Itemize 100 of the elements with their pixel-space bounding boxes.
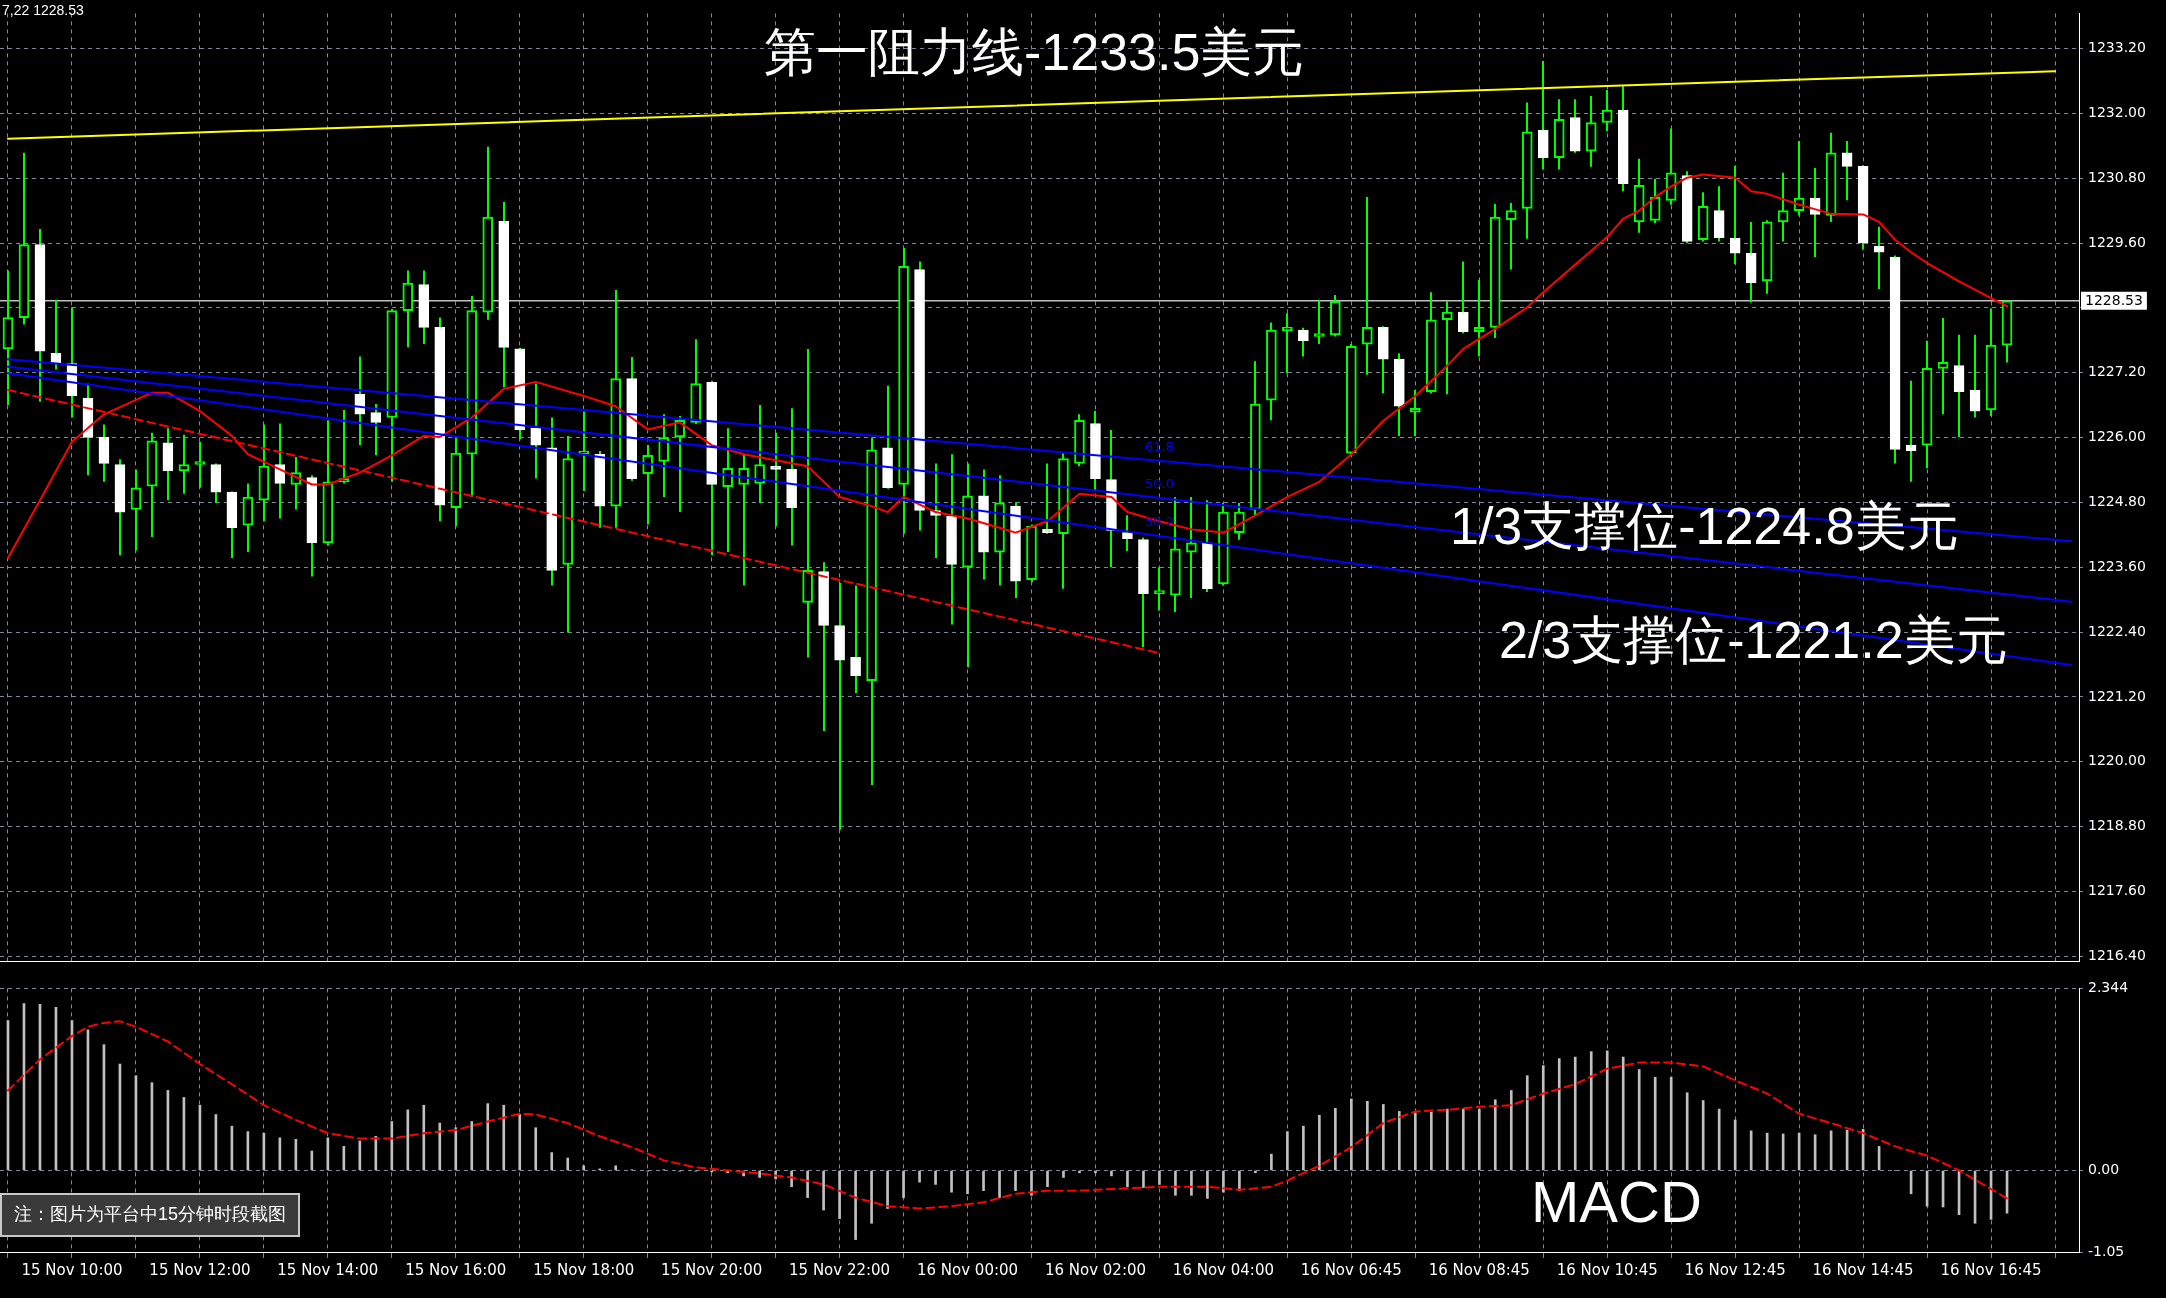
ref-line-label: 1228.53 (2085, 292, 2143, 309)
y-tick-label: -1.05 (2088, 1242, 2125, 1259)
x-tick-label: 16 Nov 16:45 (1940, 1260, 2042, 1279)
bar (1477, 1108, 1481, 1171)
bar (1493, 1099, 1497, 1171)
bar (1525, 1075, 1529, 1171)
y-tick-label: 1233.20 (2088, 39, 2146, 56)
bar (1382, 1104, 1385, 1171)
bar (1589, 1051, 1593, 1171)
bar (822, 1170, 825, 1211)
bar (806, 1170, 809, 1198)
bar (1014, 1170, 1017, 1191)
x-tick-label: 15 Nov 20:00 (661, 1260, 763, 1279)
x-tick-label: 16 Nov 00:00 (916, 1260, 1019, 1279)
x-tick-label: 16 Nov 02:00 (1044, 1260, 1147, 1279)
bar (1158, 1170, 1161, 1185)
y-tick-label: 1222.40 (2088, 622, 2146, 639)
bar (1653, 1076, 1657, 1171)
y-tick-label: 1217.60 (2088, 882, 2146, 898)
bar (1318, 1114, 1321, 1171)
y-tick-label: 1220.00 (2088, 752, 2146, 769)
bar (854, 1170, 857, 1240)
bar (1413, 1112, 1417, 1171)
bar (886, 1170, 889, 1209)
y-tick-label: 1221.20 (2088, 687, 2146, 704)
bar (1605, 1050, 1609, 1171)
bar (1717, 1108, 1721, 1171)
bar (502, 1104, 506, 1171)
bar (1222, 1170, 1225, 1193)
candlestick (1346, 343, 1357, 456)
bar (614, 1165, 618, 1171)
bar (1541, 1065, 1545, 1171)
bar (470, 1121, 474, 1171)
annotation: MACD (1531, 1169, 1702, 1234)
y-tick-label: 1223.60 (2088, 557, 2146, 574)
x-tick-label: 16 Nov 08:45 (1428, 1260, 1530, 1279)
bar (934, 1170, 937, 1185)
y-tick-label: 0.00 (2088, 1161, 2120, 1178)
bar (1174, 1170, 1177, 1196)
bar (1334, 1107, 1337, 1171)
x-tick-label: 15 Nov 14:00 (277, 1260, 379, 1279)
bar (998, 1170, 1001, 1198)
annotation: 7,22 1228.53 (2, 2, 84, 19)
x-tick-label: 15 Nov 22:00 (789, 1260, 891, 1279)
x-tick-label: 15 Nov 12:00 (149, 1260, 251, 1279)
bar (1238, 1170, 1241, 1191)
bar (1398, 1111, 1401, 1171)
bar (534, 1127, 538, 1171)
bar (758, 1170, 761, 1178)
bar (1573, 1056, 1577, 1171)
bar (950, 1170, 953, 1193)
y-tick-label: 1224.80 (2088, 493, 2146, 509)
y-tick-label: 2.344 (2088, 979, 2129, 996)
x-tick-label: 16 Nov 10:45 (1556, 1260, 1658, 1279)
bar (1509, 1090, 1513, 1171)
bar (1030, 1170, 1033, 1196)
bar (1669, 1076, 1673, 1171)
bar (454, 1127, 458, 1171)
y-tick-label: 1227.20 (2088, 363, 2146, 380)
bar (1461, 1108, 1465, 1171)
y-tick-label: 1226.00 (2088, 428, 2146, 445)
bar (358, 1140, 362, 1171)
bar (390, 1121, 394, 1171)
x-tick-label: 15 Nov 16:00 (405, 1260, 507, 1279)
bar (1190, 1170, 1193, 1196)
bar (1126, 1170, 1129, 1188)
bar (1142, 1170, 1145, 1188)
y-tick-label: 1230.80 (2088, 168, 2146, 185)
bar (1445, 1108, 1449, 1171)
bar (1637, 1069, 1641, 1171)
bar (1206, 1170, 1209, 1199)
bar (518, 1114, 522, 1171)
bar (1286, 1131, 1289, 1171)
x-tick-label: 16 Nov 04:00 (1172, 1260, 1274, 1279)
y-tick-label: 1216.40 (2088, 946, 2146, 963)
bar (550, 1152, 554, 1171)
bar (438, 1122, 442, 1171)
bar (374, 1135, 378, 1171)
y-tick-label: 1229.60 (2088, 233, 2146, 250)
x-tick-label: 15 Nov 18:00 (533, 1260, 635, 1279)
bar (902, 1170, 905, 1198)
bar (966, 1170, 969, 1195)
series-label: 61.8 (1144, 438, 1174, 454)
bar (982, 1170, 985, 1191)
bar (918, 1170, 921, 1183)
bar (1350, 1098, 1353, 1171)
bar (566, 1157, 570, 1171)
bar (1429, 1111, 1433, 1171)
bar (486, 1103, 490, 1171)
bar (1046, 1170, 1049, 1188)
bar (1685, 1092, 1689, 1171)
annotation: 第一阻力线-1233.5美元 (764, 23, 1305, 82)
bar (1701, 1100, 1705, 1171)
bar (1302, 1125, 1305, 1171)
y-tick-label: 1218.80 (2088, 817, 2146, 834)
bar (582, 1165, 586, 1171)
bar (1366, 1101, 1369, 1171)
annotation: 注：图片为平台中15分钟时段截图 (0, 1193, 301, 1237)
y-tick-label: 1232.00 (2088, 103, 2146, 120)
series-label: 50.0 (1144, 475, 1174, 491)
